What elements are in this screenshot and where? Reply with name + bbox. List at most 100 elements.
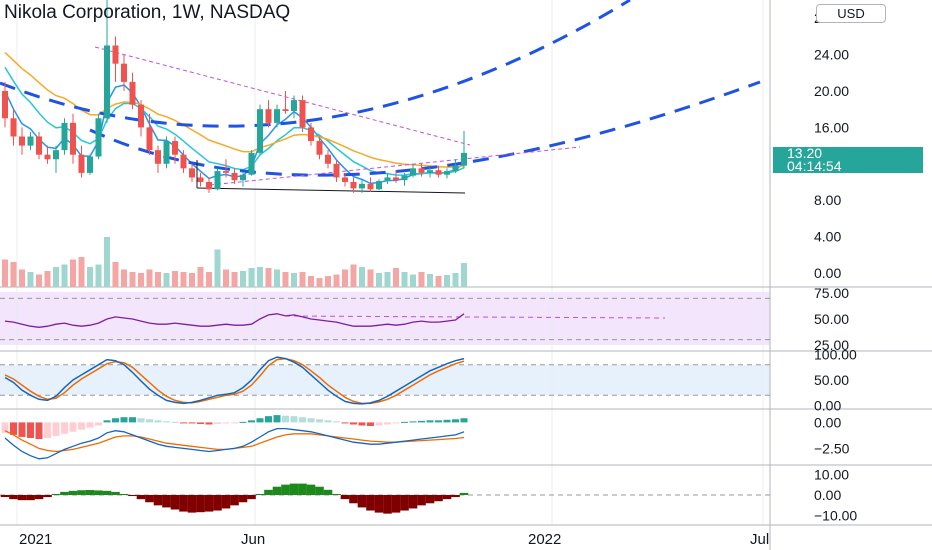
volume-bar: [248, 268, 255, 287]
volume-bar: [333, 274, 340, 287]
candle-body: [359, 183, 365, 189]
ao-bar: [281, 484, 290, 495]
macd-histogram-bar: [358, 422, 366, 426]
time-tick-2: 2022: [528, 531, 561, 548]
macd-histogram-bar: [231, 422, 238, 424]
ao-bar: [434, 495, 443, 502]
candle-body: [61, 122, 68, 151]
volume-bar: [112, 262, 119, 287]
macd-histogram-bar: [367, 422, 374, 427]
macd-histogram-bar: [384, 422, 391, 425]
ao-bar: [204, 495, 214, 512]
candle-body: [265, 109, 272, 123]
volume-bar: [223, 269, 229, 287]
time-tick-0: 2021: [19, 531, 52, 548]
volume-bar: [291, 273, 297, 287]
stoch-tick-0: 100.00: [814, 347, 857, 363]
volume-bar: [155, 272, 161, 287]
macd-histogram-bar: [95, 422, 102, 426]
candle-body: [214, 171, 221, 190]
ao-bar: [298, 483, 307, 495]
candle-body: [19, 136, 25, 146]
candle-body: [418, 168, 425, 173]
candle-body: [240, 174, 246, 181]
last-price-value: 13.20: [787, 145, 823, 161]
candle-body: [112, 45, 119, 64]
volume-bar: [367, 269, 374, 287]
macd-histogram-bar: [214, 422, 221, 424]
ao-bar: [289, 483, 299, 495]
ao-bar: [221, 495, 231, 509]
ao-bar: [68, 490, 78, 495]
volume-bar: [19, 269, 25, 287]
candle-body: [435, 170, 442, 175]
volume-bar: [452, 273, 459, 287]
volume-bar: [78, 257, 85, 287]
ao-bar: [43, 495, 52, 498]
candle-body: [452, 165, 459, 172]
volume-bar: [163, 273, 170, 287]
macd-histogram-bar: [129, 417, 136, 423]
candle-body: [10, 118, 17, 137]
candle-body: [197, 177, 204, 182]
candle-body: [189, 168, 195, 178]
ao-bar: [111, 491, 120, 495]
ao-bar: [391, 495, 401, 513]
ao-bar: [408, 495, 418, 509]
macd-histogram-bar: [78, 422, 85, 430]
volume-bar: [299, 272, 306, 287]
currency-button[interactable]: USD: [816, 4, 886, 23]
macd-histogram-bar: [163, 421, 170, 423]
ao-bar: [187, 495, 197, 513]
volume-bar: [384, 272, 391, 287]
volume-bar: [180, 272, 187, 287]
moving-averages: [4, 51, 465, 185]
volume-bar: [189, 273, 195, 287]
macd-histogram-bar: [452, 419, 459, 423]
volume-bar: [87, 267, 93, 287]
volume-bar: [308, 276, 314, 287]
macd-histogram-bar: [154, 420, 162, 423]
ao-bar: [366, 495, 375, 511]
ao-bar: [451, 495, 460, 498]
volume-bar: [214, 249, 221, 287]
volume-bar: [359, 267, 365, 287]
ao-bar: [247, 495, 256, 500]
ao-bar: [119, 493, 129, 495]
price-tick-6: 4.00: [814, 229, 841, 245]
macd-pane: [1, 415, 468, 460]
volume-bars: [2, 237, 467, 287]
volume-bar: [257, 267, 263, 287]
ao-bar: [374, 495, 384, 513]
ao-bar: [17, 495, 27, 501]
candle-body: [163, 141, 170, 164]
macd-histogram-bar: [137, 418, 145, 423]
candle-body: [248, 152, 255, 175]
macd-histogram-bar: [426, 420, 434, 423]
ao-bar: [179, 495, 188, 512]
ao-bar: [0, 495, 10, 498]
candle-body: [121, 63, 127, 82]
volume-bar: [172, 271, 178, 287]
volume-bar: [36, 274, 42, 287]
ao-bar: [332, 493, 341, 495]
macd-histogram-bar: [222, 422, 230, 424]
ao-bar: [417, 495, 426, 506]
macd-histogram-bar: [256, 418, 264, 423]
rsi-pane: [4, 313, 465, 328]
ao-bar: [230, 495, 239, 506]
macd-histogram-bar: [299, 417, 306, 423]
macd-histogram-bar: [205, 422, 213, 425]
time-axis-ticks: 2021 Jun 2022 Jul: [19, 531, 769, 548]
resistance-line: [94, 46, 471, 146]
ao-bar: [145, 495, 154, 503]
volume-bar: [265, 268, 272, 287]
ao-bar: [238, 495, 248, 503]
candle-body: [223, 171, 229, 173]
ao-bar: [425, 495, 435, 504]
candle-body: [282, 109, 289, 112]
macd-histogram-bar: [112, 418, 119, 423]
candle-body: [180, 154, 187, 169]
macd-histogram-bar: [307, 418, 315, 423]
